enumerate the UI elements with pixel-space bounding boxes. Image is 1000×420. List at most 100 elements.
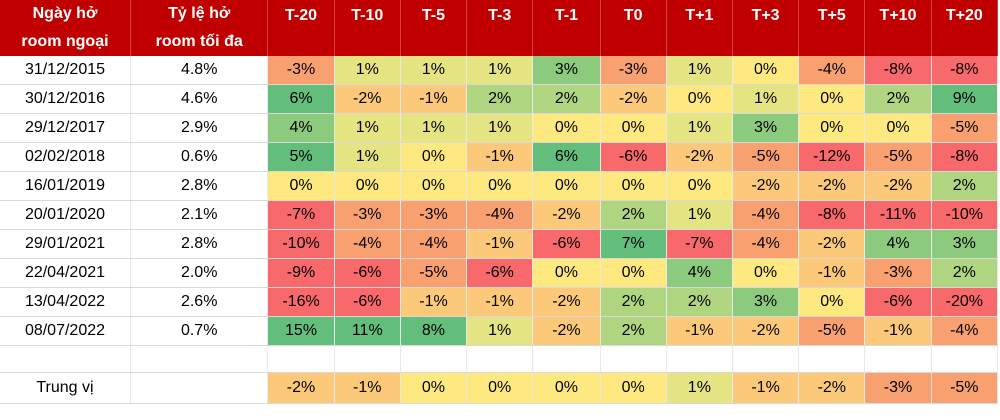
return-cell: -1% xyxy=(666,316,733,346)
date-cell: 29/12/2017 xyxy=(0,113,131,143)
return-cell: -4% xyxy=(931,316,999,346)
ratio-cell: 4.6% xyxy=(130,84,269,114)
empty-cell xyxy=(0,345,131,373)
ratio-cell: 2.9% xyxy=(130,113,269,143)
table-row: 13/04/2022 2.6% -16% -6% -1% -1% -2% 2% 2% 3% 0% -6… xyxy=(0,287,999,317)
return-cell: 0% xyxy=(666,84,733,114)
return-cell: 0% xyxy=(600,113,667,143)
date-cell: 02/02/2018 xyxy=(0,142,131,172)
return-cell: 7% xyxy=(600,229,667,259)
return-cell: 1% xyxy=(334,113,401,143)
empty-cell xyxy=(400,345,468,373)
period-header: T+20 xyxy=(931,0,999,56)
return-cell: -6% xyxy=(864,287,932,317)
return-cell: 1% xyxy=(466,316,534,346)
date-cell: 13/04/2022 xyxy=(0,287,131,317)
return-cell: -2% xyxy=(334,84,401,114)
return-cell: 1% xyxy=(400,113,468,143)
period-header: T+5 xyxy=(798,0,866,56)
return-cell: -4% xyxy=(466,200,534,230)
date-header-line1: Ngày hở xyxy=(32,5,98,22)
return-cell: -20% xyxy=(931,287,999,317)
date-cell: 16/01/2019 xyxy=(0,171,131,201)
empty-cell xyxy=(466,345,534,373)
return-cell: 9% xyxy=(931,84,999,114)
return-cell: 0% xyxy=(798,113,866,143)
return-cell: -6% xyxy=(600,142,667,172)
return-cell: 0% xyxy=(732,56,800,85)
period-header: T-3 xyxy=(466,0,534,56)
return-cell: 3% xyxy=(532,56,601,85)
return-cell: -5% xyxy=(798,316,866,346)
return-cell: 0% xyxy=(400,171,468,201)
ratio-cell: 2.1% xyxy=(130,200,269,230)
empty-cell xyxy=(666,345,733,373)
date-cell: 20/01/2020 xyxy=(0,200,131,230)
empty-cell xyxy=(864,345,932,373)
return-cell: -1% xyxy=(864,316,932,346)
ratio-cell: 4.8% xyxy=(130,56,269,85)
empty-cell xyxy=(130,372,269,404)
return-cell: 0% xyxy=(466,171,534,201)
return-cell: 0% xyxy=(798,84,866,114)
return-cell: 1% xyxy=(334,56,401,85)
return-cell: 1% xyxy=(666,113,733,143)
return-cell: -7% xyxy=(267,200,335,230)
return-cell: -6% xyxy=(334,258,401,288)
header-row: Ngày hở room ngoại Tỷ lệ hở room tối đa … xyxy=(0,0,999,56)
return-cell: -11% xyxy=(864,200,932,230)
median-cell: -2% xyxy=(267,372,335,404)
spacer-row xyxy=(0,345,999,373)
return-cell: 1% xyxy=(732,84,800,114)
ratio-cell: 2.0% xyxy=(130,258,269,288)
return-cell: -2% xyxy=(600,84,667,114)
return-cell: -7% xyxy=(666,229,733,259)
date-cell: 22/04/2021 xyxy=(0,258,131,288)
median-cell: 1% xyxy=(666,372,733,404)
return-cell: 0% xyxy=(864,113,932,143)
period-header: T-1 xyxy=(532,0,601,56)
return-cell: -2% xyxy=(732,171,800,201)
date-column-header: Ngày hở room ngoại xyxy=(0,0,131,56)
return-cell: 2% xyxy=(466,84,534,114)
return-cell: -4% xyxy=(732,200,800,230)
return-cell: 15% xyxy=(267,316,335,346)
return-cell: 4% xyxy=(666,258,733,288)
return-cell: 8% xyxy=(400,316,468,346)
return-cell: -1% xyxy=(466,142,534,172)
return-cell: 1% xyxy=(334,142,401,172)
return-cell: -1% xyxy=(400,287,468,317)
return-cell: 1% xyxy=(666,56,733,85)
empty-cell xyxy=(334,345,401,373)
return-cell: -3% xyxy=(267,56,335,85)
return-cell: -3% xyxy=(334,200,401,230)
return-cell: -2% xyxy=(532,316,601,346)
ratio-header-line2: room tối đa xyxy=(155,33,243,50)
return-cell: -2% xyxy=(732,316,800,346)
table-row: 02/02/2018 0.6% 5% 1% 0% -1% 6% -6% -2% -5% -12% -5… xyxy=(0,142,999,172)
date-cell: 30/12/2016 xyxy=(0,84,131,114)
return-cell: 2% xyxy=(864,84,932,114)
median-cell: -2% xyxy=(798,372,866,404)
return-cell: 0% xyxy=(334,171,401,201)
median-cell: 0% xyxy=(466,372,534,404)
return-cell: 0% xyxy=(400,142,468,172)
table-row: 20/01/2020 2.1% -7% -3% -3% -4% -2% 2% 1% -4% -8% -… xyxy=(0,200,999,230)
empty-cell xyxy=(130,345,269,373)
return-cell: -3% xyxy=(864,258,932,288)
return-cell: -1% xyxy=(466,229,534,259)
room-opening-table: Ngày hở room ngoại Tỷ lệ hở room tối đa … xyxy=(0,0,999,404)
ratio-header-line1: Tỷ lệ hở xyxy=(168,5,231,22)
return-cell: 0% xyxy=(666,171,733,201)
return-cell: 2% xyxy=(931,171,999,201)
return-cell: -6% xyxy=(532,229,601,259)
return-cell: -6% xyxy=(466,258,534,288)
empty-cell xyxy=(732,345,800,373)
period-header: T-10 xyxy=(334,0,401,56)
period-header: T-20 xyxy=(267,0,335,56)
return-cell: -3% xyxy=(400,200,468,230)
median-cell: -5% xyxy=(931,372,999,404)
table-row: 16/01/2019 2.8% 0% 0% 0% 0% 0% 0% 0% -2% -2% -2% 2% xyxy=(0,171,999,201)
return-cell: -5% xyxy=(931,113,999,143)
median-cell: 0% xyxy=(532,372,601,404)
